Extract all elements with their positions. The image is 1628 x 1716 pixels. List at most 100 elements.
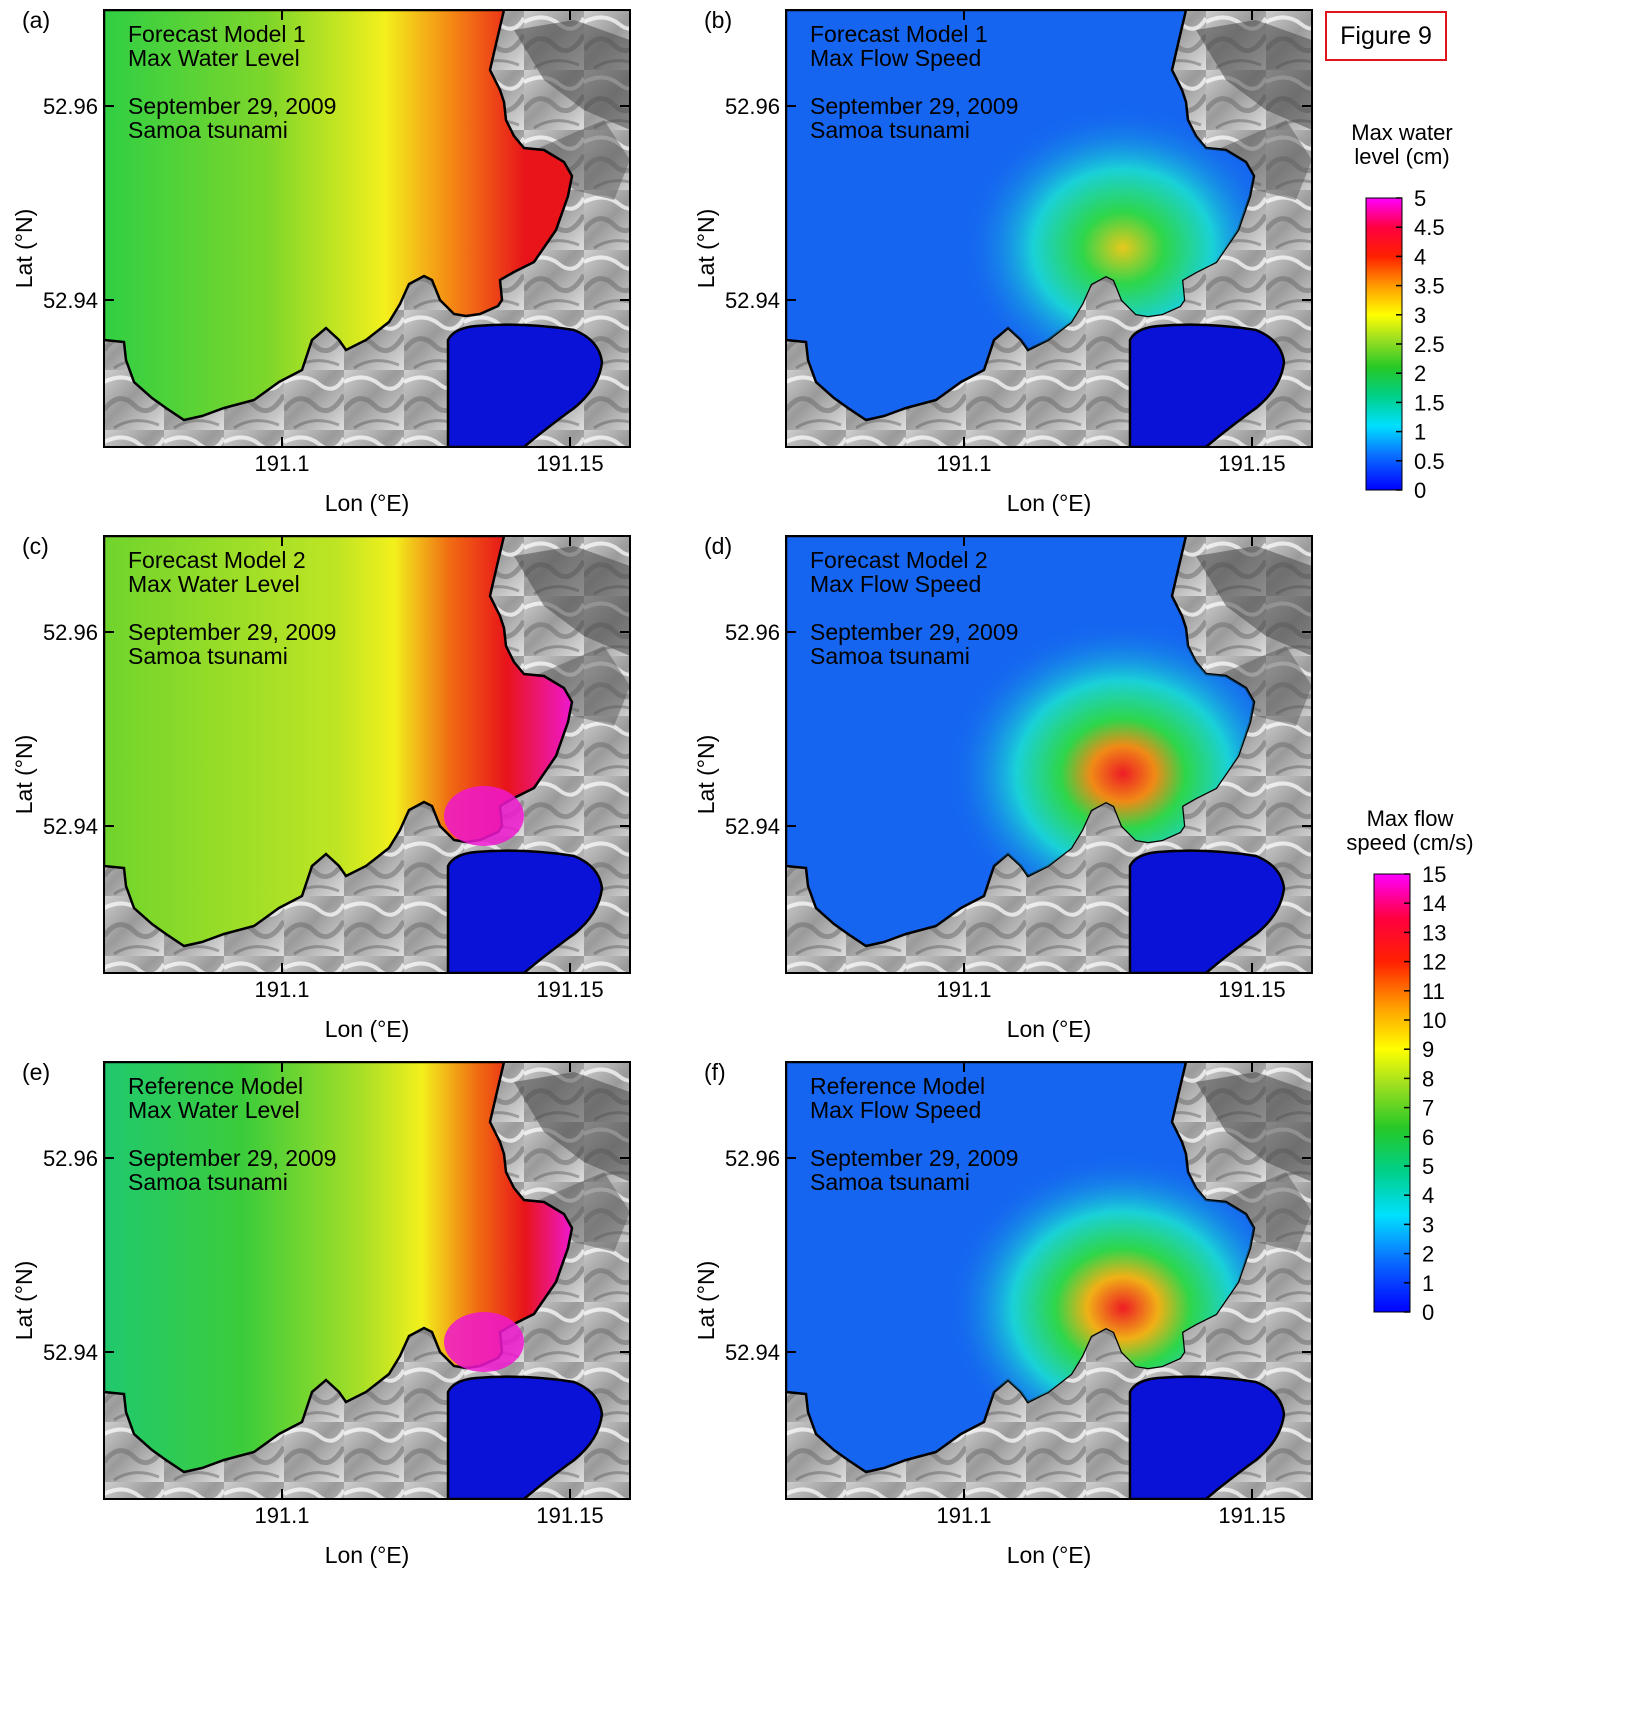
x-tick-label: 191.1 — [254, 1503, 309, 1528]
map-panel-e: 191.1 191.15 52.96 52.94 Lon (°E) Lat (°N) (e)… — [11, 1059, 631, 1568]
figure-label-box — [1325, 11, 1447, 61]
panel-event-date: September 29, 2009 — [810, 93, 1018, 119]
y-tick-label: 52.94 — [725, 288, 780, 313]
panel-title-variable: Max Water Level — [128, 1097, 300, 1123]
terrain-ridge — [534, 646, 630, 726]
x-tick-label: 191.15 — [1218, 977, 1285, 1002]
y-axis-label: Lat (°N) — [11, 1261, 37, 1341]
panel-title-variable: Max Flow Speed — [810, 45, 981, 71]
colorbar-title: Max water — [1351, 120, 1452, 145]
terrain-ridge — [514, 546, 630, 656]
colorbar-tick-label: 13 — [1422, 920, 1446, 945]
terrain-ridge — [1216, 646, 1312, 726]
map-panel-c: 191.1 191.15 52.96 52.94 Lon (°E) Lat (°N) (c)… — [11, 533, 631, 1042]
colorbar-tick-label: 2 — [1422, 1242, 1434, 1267]
max-level-zone — [444, 786, 524, 846]
lagoon — [1128, 849, 1286, 973]
colorbar-tick-label: 0 — [1414, 478, 1426, 503]
y-axis-label: Lat (°N) — [693, 1261, 719, 1341]
terrain-ridge — [1196, 1072, 1312, 1182]
colorbar-title: speed (cm/s) — [1346, 830, 1473, 855]
x-tick-label: 191.15 — [536, 451, 603, 476]
colorbar-tick-label: 3.5 — [1414, 274, 1445, 299]
x-axis-label: Lon (°E) — [1007, 1542, 1092, 1568]
panel-letter: (d) — [704, 533, 732, 559]
panel-event-date: September 29, 2009 — [810, 1145, 1018, 1171]
panel-letter: (c) — [22, 533, 49, 559]
panel-event-name: Samoa tsunami — [810, 1169, 970, 1195]
colorbar-tick-label: 9 — [1422, 1037, 1434, 1062]
map-panel-d: 191.1 191.15 52.96 52.94 Lon (°E) Lat (°N) (d)… — [693, 533, 1313, 1042]
terrain-ridge — [534, 120, 630, 200]
panel-title-model: Forecast Model 2 — [128, 547, 306, 573]
panel-letter: (b) — [704, 7, 732, 33]
colorbar-tick-label: 6 — [1422, 1125, 1434, 1150]
colorbar-tick-label: 10 — [1422, 1008, 1446, 1033]
terrain-ridge — [534, 1172, 630, 1252]
x-tick-label: 191.15 — [536, 977, 603, 1002]
map-panel-f: 191.1 191.15 52.96 52.94 Lon (°E) Lat (°N) (f)… — [693, 1059, 1313, 1568]
panel-event-date: September 29, 2009 — [810, 619, 1018, 645]
colorbar-tick-label: 11 — [1422, 979, 1445, 1004]
x-axis-label: Lon (°E) — [1007, 1016, 1092, 1042]
y-tick-label: 52.94 — [725, 1340, 780, 1365]
terrain-ridge — [514, 1072, 630, 1182]
panel-title-variable: Max Flow Speed — [810, 571, 981, 597]
y-tick-label: 52.94 — [43, 814, 98, 839]
panel-title-model: Forecast Model 2 — [810, 547, 988, 573]
panel-title-model: Forecast Model 1 — [128, 21, 306, 47]
flow-speed-hotspot — [786, 1062, 1254, 1472]
flow-speed-hotspot — [786, 536, 1254, 946]
panel-title-model: Forecast Model 1 — [810, 21, 988, 47]
colorbar-tick-label: 7 — [1422, 1096, 1434, 1121]
terrain-ridge — [1196, 20, 1312, 130]
x-tick-label: 191.1 — [254, 977, 309, 1002]
colorbar-ramp — [1373, 873, 1411, 1313]
plot-frame — [785, 1061, 1313, 1500]
y-axis-label: Lat (°N) — [11, 735, 37, 815]
colorbar-tick-label: 4.5 — [1414, 215, 1445, 240]
figure-label: Figure 9 — [1340, 22, 1432, 50]
colorbar-tick-label: 1.5 — [1414, 390, 1445, 415]
y-axis-label: Lat (°N) — [693, 209, 719, 289]
y-tick-label: 52.94 — [725, 814, 780, 839]
y-tick-label: 52.96 — [43, 620, 98, 645]
colorbar-tick-label: 1 — [1422, 1271, 1434, 1296]
x-axis-label: Lon (°E) — [325, 490, 410, 516]
x-axis-label: Lon (°E) — [1007, 490, 1092, 516]
x-tick-label: 191.1 — [936, 451, 991, 476]
panel-event-name: Samoa tsunami — [810, 117, 970, 143]
colorbar-tick-label: 0.5 — [1414, 449, 1445, 474]
sea-area — [104, 536, 574, 948]
panel-event-date: September 29, 2009 — [128, 93, 336, 119]
colorbar-tick-label: 14 — [1422, 891, 1446, 916]
panel-title-variable: Max Water Level — [128, 45, 300, 71]
colorbar-title: Max flow — [1367, 806, 1454, 831]
colorbar-tick-label: 4 — [1422, 1183, 1434, 1208]
panel-event-name: Samoa tsunami — [128, 117, 288, 143]
lagoon — [446, 323, 604, 447]
x-tick-label: 191.1 — [936, 977, 991, 1002]
sea-area — [104, 1062, 574, 1474]
colorbar-tick-label: 1 — [1414, 420, 1426, 445]
colorbar-tick-label: 3 — [1422, 1212, 1434, 1237]
y-tick-label: 52.96 — [725, 1146, 780, 1171]
panel-title-model: Reference Model — [810, 1073, 985, 1099]
x-tick-label: 191.15 — [1218, 1503, 1285, 1528]
panel-event-date: September 29, 2009 — [128, 1145, 336, 1171]
panel-title-variable: Max Water Level — [128, 571, 300, 597]
map-panel-b: 191.1 191.15 52.96 52.94 Lon (°E) Lat (°N) (b)… — [693, 7, 1313, 516]
plot-frame — [103, 1061, 631, 1500]
y-tick-label: 52.96 — [725, 94, 780, 119]
colorbar-tick-label: 5 — [1414, 186, 1426, 211]
x-tick-label: 191.1 — [254, 451, 309, 476]
colorbar-tick-label: 4 — [1414, 244, 1426, 269]
plot-frame — [785, 9, 1313, 448]
colorbar-tick-label: 5 — [1422, 1154, 1434, 1179]
colorbar-title: level (cm) — [1354, 144, 1449, 169]
colorbar-tick-label: 3 — [1414, 303, 1426, 328]
colorbar-tick-label: 0 — [1422, 1300, 1434, 1325]
